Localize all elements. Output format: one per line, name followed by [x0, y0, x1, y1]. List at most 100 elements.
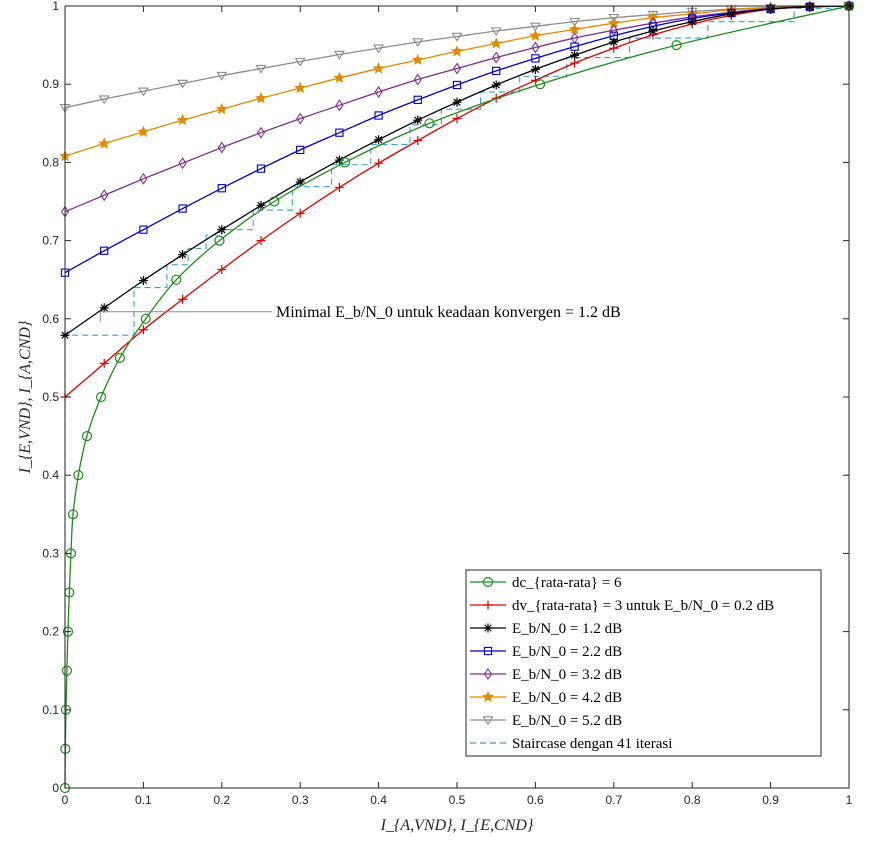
data-point [413, 95, 422, 104]
data-point [296, 145, 305, 155]
data-point [114, 352, 125, 363]
x-tick-label: 0.4 [370, 793, 387, 807]
x-tick-label: 0.2 [213, 793, 230, 807]
data-point [805, 2, 815, 12]
data-point [61, 665, 72, 676]
series-0 [59, 0, 855, 794]
x-tick-label: 0.5 [449, 793, 466, 807]
data-point [176, 113, 189, 126]
data-point [296, 112, 305, 125]
data-point [98, 95, 110, 105]
y-tick-label: 1 [52, 0, 59, 13]
data-point [452, 80, 462, 90]
data-point [294, 81, 307, 94]
data-point [255, 91, 267, 104]
series-7 [64, 6, 850, 788]
series-1 [60, 1, 854, 402]
data-point [139, 225, 148, 234]
data-point [492, 51, 501, 64]
data-point [73, 470, 84, 481]
legend-marker [483, 623, 493, 633]
data-point [374, 135, 384, 145]
series-5 [59, 0, 855, 162]
data-point [373, 44, 385, 54]
x-tick-label: 0.7 [605, 793, 622, 807]
x-tick-label: 1 [846, 793, 853, 807]
data-point [171, 274, 182, 285]
data-point [413, 136, 423, 146]
series-line [64, 5, 850, 789]
legend-label: E_b/N_0 = 3.2 dB [512, 667, 622, 683]
y-tick-label: 0.1 [42, 703, 59, 717]
y-tick-label: 0.3 [42, 546, 59, 560]
data-point [570, 50, 580, 60]
y-tick-label: 0.9 [42, 77, 59, 91]
axis-ticks: 0 0.1 0.2 0.3 0.4 0.5 0.6 0.7 0.8 0.9 1 0 0.1 0.2 0.3 0… [42, 0, 852, 807]
data-point [451, 45, 463, 57]
data-point [529, 29, 542, 41]
data-point [529, 22, 541, 32]
data-point [100, 246, 109, 255]
data-point [608, 14, 620, 23]
data-point [217, 141, 226, 154]
data-point [568, 23, 581, 35]
data-point [452, 114, 462, 124]
data-point [269, 196, 280, 207]
data-point [374, 86, 383, 99]
legend-label: E_b/N_0 = 5.2 dB [512, 713, 622, 729]
data-point [339, 157, 350, 168]
data-point [256, 126, 266, 139]
data-point [256, 200, 266, 210]
data-point [648, 26, 658, 36]
y-tick-label: 0.8 [42, 155, 59, 169]
legend-label: dc_{rata-rata} = 6 [512, 575, 622, 591]
legend-marker [483, 600, 493, 610]
data-point [334, 182, 344, 192]
data-point [137, 87, 149, 97]
data-point [100, 189, 109, 202]
data-point [178, 204, 187, 213]
legend-label: E_b/N_0 = 1.2 dB [512, 621, 622, 637]
legend-marker [482, 690, 494, 703]
data-point [138, 325, 148, 335]
data-point [217, 265, 227, 275]
data-point [256, 236, 266, 246]
data-point [217, 184, 226, 193]
data-point [216, 71, 228, 81]
data-point [99, 303, 109, 313]
x-tick-label: 0.3 [292, 793, 309, 807]
data-point [178, 250, 188, 260]
data-point [535, 79, 546, 90]
data-point [138, 275, 148, 285]
legend-marker [483, 668, 493, 680]
data-point [413, 115, 423, 125]
data-point [687, 17, 697, 27]
series-line [64, 5, 850, 213]
data-point [95, 391, 107, 403]
data-point [530, 64, 540, 74]
annotation-text: Minimal E_b/N_0 untuk keadaan konvergen … [276, 304, 621, 321]
series-line [64, 6, 850, 788]
data-point [671, 39, 682, 51]
data-point [609, 37, 619, 47]
legend-label: E_b/N_0 = 2.2 dB [512, 644, 622, 660]
data-point [333, 71, 346, 84]
data-point [178, 157, 187, 170]
data-point [214, 235, 225, 246]
data-point [374, 111, 383, 120]
data-point [81, 431, 93, 442]
y-tick-label: 0.5 [42, 390, 59, 404]
data-point [413, 73, 422, 86]
y-tick-label: 0.6 [42, 312, 59, 326]
x-tick-label: 0.1 [135, 793, 152, 807]
data-point [98, 137, 111, 149]
data-point [335, 99, 344, 112]
data-point [372, 62, 385, 74]
data-point [295, 208, 305, 218]
data-point [335, 128, 344, 137]
x-tick-label: 0.9 [762, 793, 779, 807]
data-point [412, 38, 424, 48]
data-point [424, 118, 435, 129]
data-point [255, 64, 267, 74]
